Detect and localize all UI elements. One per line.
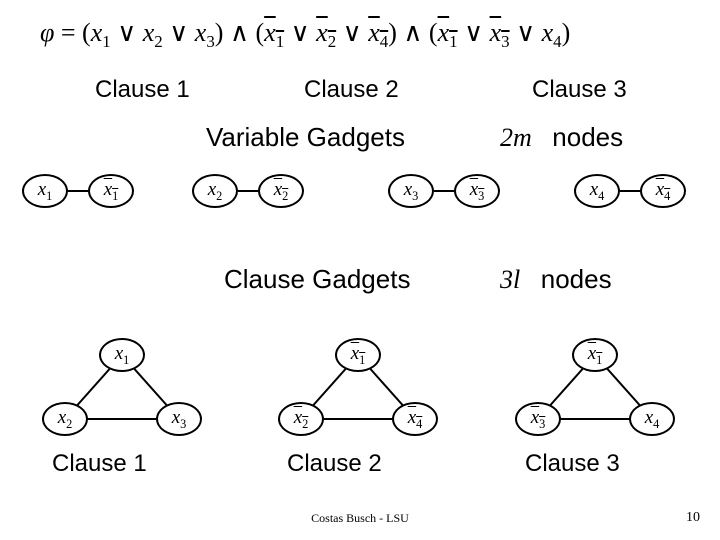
vg-count-expr: 2m: [500, 123, 532, 152]
node-x4-bar: x4: [640, 174, 686, 208]
clause-2-label-top: Clause 2: [304, 76, 399, 104]
node-x2: x2: [192, 174, 238, 208]
tri2-bl: x2: [278, 402, 324, 436]
node-x2-bar: x2: [258, 174, 304, 208]
f-lit: x1: [91, 18, 111, 47]
tri1-bl: x2: [42, 402, 88, 436]
f-lit: x4: [542, 18, 562, 47]
clause-1-triangle: x1 x2 x3: [42, 338, 202, 448]
clause-2-triangle: x1 x2 x4: [278, 338, 438, 448]
clause-1-label-bot: Clause 1: [52, 450, 147, 478]
f-lit: x3: [195, 18, 215, 47]
cg-count-expr: 3l: [500, 265, 520, 294]
f-lit: x2: [316, 18, 336, 52]
node-x1: x1: [22, 174, 68, 208]
tri3-top: x1: [572, 338, 618, 372]
f-lit: x3: [490, 18, 510, 52]
var-pair-3: x3 x3: [388, 174, 500, 208]
tri1-br: x3: [156, 402, 202, 436]
var-pair-2: x2 x2: [192, 174, 304, 208]
tri3-br: x4: [629, 402, 675, 436]
clause-2-label-bot: Clause 2: [287, 450, 382, 478]
clause-3-label-top: Clause 3: [532, 76, 627, 104]
edge: [620, 190, 640, 192]
node-x1-bar: x1: [88, 174, 134, 208]
tri2-top: x1: [335, 338, 381, 372]
f-lit: x4: [368, 18, 388, 52]
edge: [238, 190, 258, 192]
edge: [68, 190, 88, 192]
clause-3-label-bot: Clause 3: [525, 450, 620, 478]
node-x3-bar: x3: [454, 174, 500, 208]
clause-gadgets-title: Clause Gadgets: [224, 264, 410, 295]
tri3-bl: x3: [515, 402, 561, 436]
variable-gadgets-title: Variable Gadgets: [206, 122, 405, 153]
variable-gadgets-count: 2m nodes: [500, 122, 623, 153]
f-lit: x1: [264, 18, 284, 52]
cg-count-word: nodes: [541, 264, 612, 294]
edge: [434, 190, 454, 192]
f-lit: x1: [438, 18, 458, 52]
phi-symbol: φ: [40, 18, 54, 47]
tri2-br: x4: [392, 402, 438, 436]
var-pair-1: x1 x1: [22, 174, 134, 208]
node-x3: x3: [388, 174, 434, 208]
var-pair-4: x4 x4: [574, 174, 686, 208]
footer-attribution: Costas Busch - LSU: [0, 511, 720, 526]
f-lit: x2: [143, 18, 163, 47]
clause-1-label-top: Clause 1: [95, 76, 190, 104]
sat-formula: φ = (x1 ∨ x2 ∨ x3) ∧ (x1 ∨ x2 ∨ x4) ∧ (x…: [40, 18, 570, 52]
tri1-top: x1: [99, 338, 145, 372]
vg-count-word: nodes: [552, 122, 623, 152]
clause-3-triangle: x1 x3 x4: [515, 338, 675, 448]
clause-gadgets-count: 3l nodes: [500, 264, 612, 295]
node-x4: x4: [574, 174, 620, 208]
page-number: 10: [686, 510, 700, 526]
